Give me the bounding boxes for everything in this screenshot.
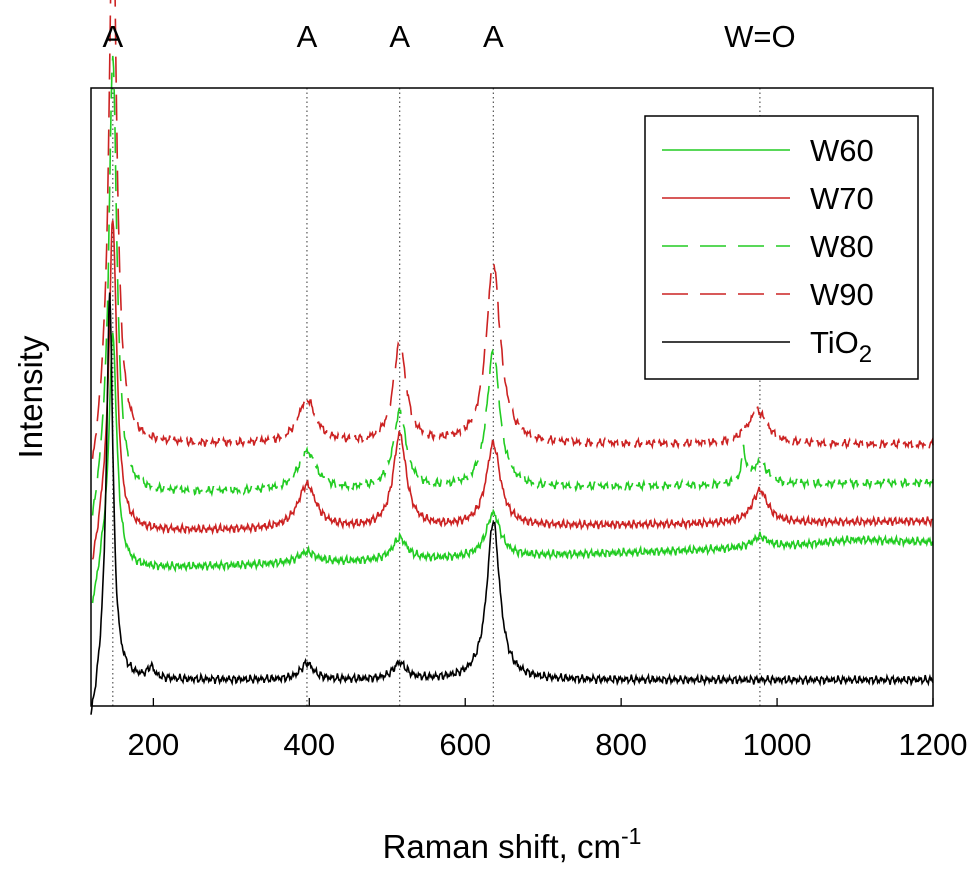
series-line-tio bbox=[90, 292, 934, 715]
series-line-w70 bbox=[91, 220, 934, 560]
legend-items: W60 W70 W80 W90 TiO2 bbox=[662, 133, 874, 368]
legend-label-w90: W90 bbox=[810, 277, 874, 312]
legend-label-w80: W80 bbox=[810, 229, 874, 264]
series-line-w60 bbox=[91, 332, 934, 604]
x-tick-label-1200: 1200 bbox=[899, 727, 968, 762]
x-tick-label-600: 600 bbox=[439, 727, 491, 762]
series-group bbox=[90, 0, 934, 715]
legend-label-w60: W60 bbox=[810, 133, 874, 168]
legend: W60 W70 W80 W90 TiO2 bbox=[644, 115, 919, 380]
annotation-label-2: A bbox=[389, 19, 410, 54]
annotation-label-1: A bbox=[297, 19, 318, 54]
annotation-labels: A A A A W=O bbox=[102, 19, 795, 54]
annotation-label-0: A bbox=[102, 19, 123, 54]
x-tick-label-800: 800 bbox=[595, 727, 647, 762]
series-line-w90 bbox=[91, 0, 934, 459]
x-axis-title: Raman shift, cm-1 bbox=[383, 823, 642, 865]
legend-label-w70: W70 bbox=[810, 181, 874, 216]
y-axis-title: Intensity bbox=[12, 335, 49, 458]
legend-label-tio: TiO2 bbox=[810, 325, 872, 368]
plot-frame bbox=[90, 87, 934, 707]
annotation-label-3: A bbox=[483, 19, 504, 54]
series-line-w80 bbox=[91, 55, 934, 516]
x-ticks: 200 400 600 800 1000 1200 bbox=[128, 698, 968, 762]
annotation-label-4: W=O bbox=[724, 19, 795, 54]
legend-box bbox=[644, 115, 919, 380]
x-tick-label-1000: 1000 bbox=[743, 727, 812, 762]
x-tick-label-400: 400 bbox=[283, 727, 335, 762]
x-tick-label-200: 200 bbox=[128, 727, 180, 762]
